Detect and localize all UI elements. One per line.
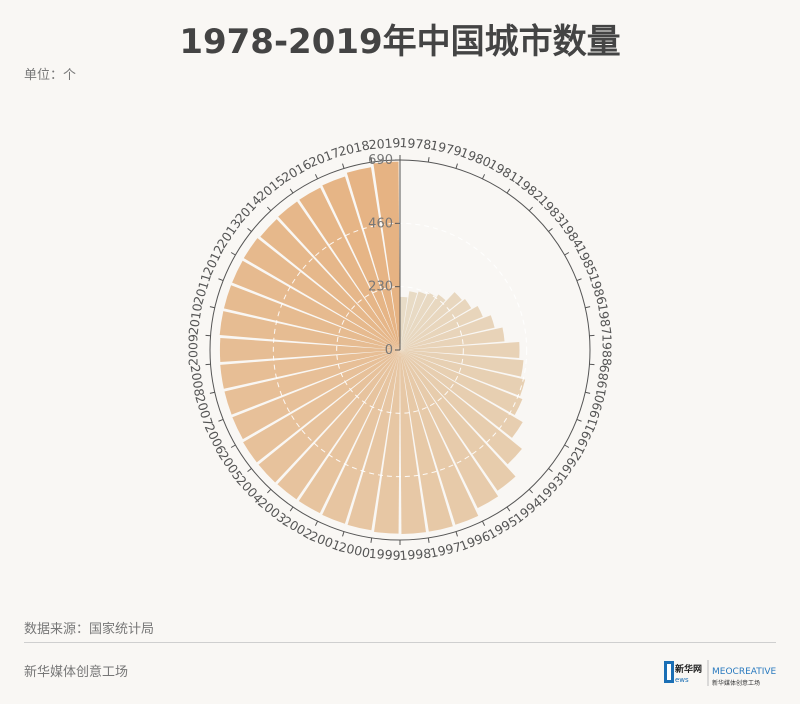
year-label-2007: 2007 bbox=[192, 393, 216, 428]
angle-tick bbox=[577, 279, 582, 281]
data-source: 数据来源：国家统计局 bbox=[24, 618, 154, 637]
angle-tick bbox=[248, 468, 252, 471]
year-label-2010: 2010 bbox=[186, 302, 206, 336]
year-label-2000: 2000 bbox=[337, 539, 371, 561]
angle-tick bbox=[456, 532, 457, 537]
year-label-2019: 2019 bbox=[368, 135, 401, 152]
angle-tick bbox=[428, 157, 429, 162]
angle-tick bbox=[343, 164, 344, 169]
angle-tick bbox=[507, 507, 510, 511]
angle-tick bbox=[267, 207, 270, 211]
y-tick-label: 0 bbox=[385, 343, 393, 358]
angle-tick bbox=[549, 228, 553, 231]
angle-tick bbox=[565, 253, 569, 256]
angle-tick bbox=[218, 279, 223, 281]
angle-tick bbox=[231, 445, 235, 448]
angle-tick bbox=[315, 521, 317, 526]
angle-tick bbox=[290, 189, 293, 193]
logos: 新华网 ews MEOCREATIVE 新华媒体创意工场 bbox=[662, 652, 782, 692]
year-label-1978: 1978 bbox=[399, 135, 432, 152]
year-label-2006: 2006 bbox=[202, 421, 229, 456]
angle-tick bbox=[507, 189, 510, 193]
y-tick-label: 460 bbox=[368, 216, 393, 231]
svg-text:ews: ews bbox=[675, 676, 689, 684]
angle-tick bbox=[529, 489, 532, 493]
footer-brand: 新华媒体创意工场 bbox=[24, 661, 128, 680]
year-label-1998: 1998 bbox=[399, 546, 432, 563]
angle-tick bbox=[577, 419, 582, 421]
angle-tick bbox=[456, 164, 457, 169]
year-label-1997: 1997 bbox=[428, 539, 462, 561]
meo-logo-sub: 新华媒体创意工场 bbox=[712, 679, 760, 687]
y-tick-label: 230 bbox=[368, 280, 393, 295]
year-label-1999: 1999 bbox=[368, 546, 401, 563]
year-label-1989: 1989 bbox=[593, 364, 613, 398]
year-label-1988: 1988 bbox=[600, 334, 615, 366]
angle-tick bbox=[315, 174, 317, 179]
angle-tick bbox=[482, 521, 484, 526]
xinhua-logo-text: 新华网 bbox=[675, 663, 702, 675]
angle-tick bbox=[343, 532, 344, 537]
year-label-1990: 1990 bbox=[584, 393, 608, 428]
footer-divider bbox=[24, 642, 776, 643]
year-label-1986: 1986 bbox=[586, 272, 610, 307]
angle-tick bbox=[585, 307, 590, 308]
angle-tick bbox=[482, 174, 484, 179]
year-label-1987: 1987 bbox=[595, 302, 615, 336]
xinhua-logo-icon: 新华网 ews MEOCREATIVE 新华媒体创意工场 bbox=[662, 652, 782, 692]
angle-tick bbox=[428, 538, 429, 543]
angle-tick bbox=[529, 207, 532, 211]
meo-logo-text: MEOCREATIVE bbox=[712, 667, 777, 677]
year-label-2008: 2008 bbox=[188, 364, 208, 398]
angle-tick bbox=[218, 419, 223, 421]
angle-tick bbox=[231, 253, 235, 256]
year-label-1996: 1996 bbox=[457, 528, 492, 554]
year-label-2009: 2009 bbox=[186, 334, 201, 366]
year-label-2018: 2018 bbox=[337, 137, 371, 159]
angle-tick bbox=[549, 468, 553, 471]
angle-tick bbox=[210, 307, 215, 308]
angle-tick bbox=[585, 392, 590, 393]
angle-tick bbox=[210, 392, 215, 393]
angle-tick bbox=[267, 489, 270, 493]
angle-tick bbox=[371, 538, 372, 543]
angle-tick bbox=[290, 507, 293, 511]
angle-tick bbox=[248, 228, 252, 231]
angle-tick bbox=[565, 445, 569, 448]
